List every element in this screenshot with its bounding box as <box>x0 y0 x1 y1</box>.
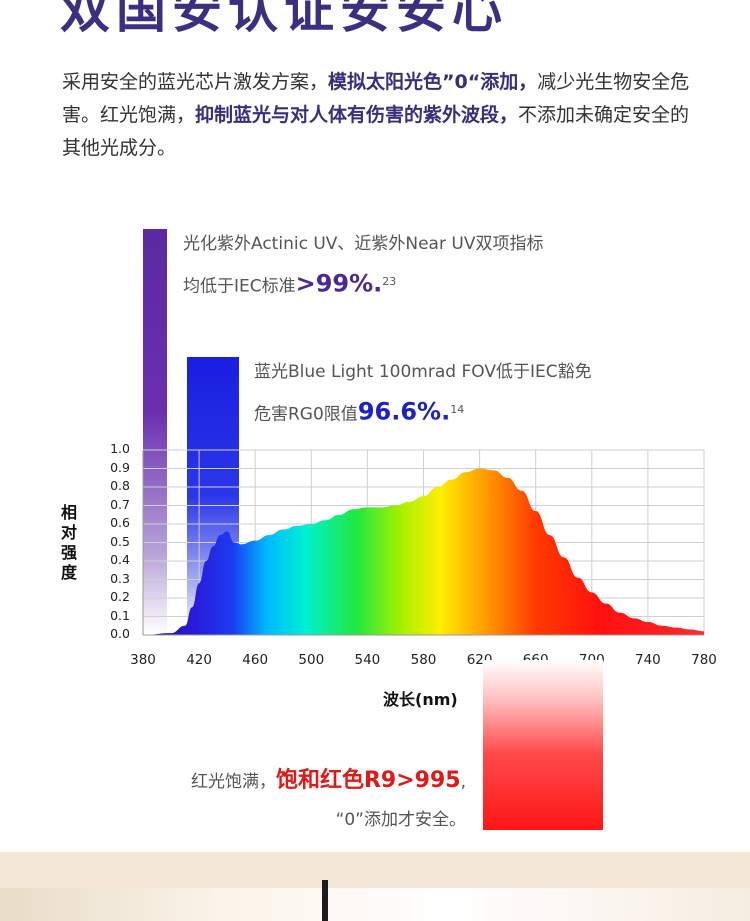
y-tick-label: 0.6 <box>110 515 130 530</box>
y-tick-label: 0.7 <box>110 496 130 512</box>
red-light-indicator-bar <box>483 660 603 830</box>
page-title: 双国安认证安安心 <box>60 0 508 39</box>
y-tick-label: 0.5 <box>110 533 130 549</box>
intro-text-2: 减少光生物安全危害。红光饱满， <box>62 71 690 126</box>
y-tick-label: 0.9 <box>110 459 130 475</box>
x-tick-label: 540 <box>354 652 381 668</box>
x-tick-label: 500 <box>298 652 325 668</box>
y-tick-label: 0.4 <box>110 552 130 567</box>
bottom-photo-shade <box>0 888 750 921</box>
spectrum-area <box>143 468 704 635</box>
y-tick-label: 0.2 <box>110 589 130 604</box>
intro-highlight-1: 模拟太阳光色”0“添加， <box>328 71 538 93</box>
chart-axes <box>142 450 704 636</box>
x-tick-label: 460 <box>242 652 269 668</box>
blue-annotation-line2: 危害RG0限值96.6%.14 <box>254 391 592 434</box>
red-annotation-line1: 红光饱满，饱和红色R9>995, <box>191 762 466 801</box>
red-light-annotation: 红光饱满，饱和红色R9>995, “0”添加才安全。 <box>191 762 466 839</box>
red-annotation-prefix: 红光饱满， <box>190 772 276 792</box>
intro-text-1: 采用安全的蓝光芯片激发方案， <box>62 71 329 93</box>
y-tick-label: 1.0 <box>110 441 130 456</box>
lamp-cable <box>322 880 328 921</box>
x-tick-label: 420 <box>186 652 212 668</box>
y-tick-label: 0.8 <box>110 478 130 493</box>
uv-indicator-bar <box>143 229 167 635</box>
red-annotation-line2: “0”添加才安全。 <box>335 810 466 830</box>
x-tick-label: 780 <box>691 652 717 668</box>
uv-annotation-prefix: 均低于IEC标准 <box>183 276 296 297</box>
uv-annotation-line1: 光化紫外Actinic UV、近紫外Near UV双项指标 <box>183 234 544 254</box>
blue-annotation-line1: 蓝光Blue Light 100mrad FOV低于IEC豁免 <box>254 362 592 382</box>
y-tick-label: 0.3 <box>110 570 130 586</box>
y-tick-label: 0.1 <box>110 607 130 623</box>
blue-annotation-footnote: 14 <box>450 403 465 416</box>
red-annotation-suffix: , <box>460 772 466 792</box>
blue-light-annotation: 蓝光Blue Light 100mrad FOV低于IEC豁免 危害RG0限值9… <box>254 354 592 434</box>
uv-annotation: 光化紫外Actinic UV、近紫外Near UV双项指标 均低于IEC标准>9… <box>183 226 543 306</box>
x-tick-label: 740 <box>635 652 661 668</box>
x-tick-label: 380 <box>130 652 156 668</box>
intro-text-3: 不添加未确定安全的其他光成分。 <box>62 104 690 159</box>
x-tick-label: 580 <box>410 652 437 668</box>
uv-annotation-value: >99%. <box>295 269 383 298</box>
x-axis-label: 波长(nm) <box>383 690 458 709</box>
blue-annotation-value: 96.6%. <box>357 397 451 426</box>
y-axis-label: 相对强度 <box>60 503 77 582</box>
intro-highlight-2: 抑制蓝光与对人体有伤害的紫外波段， <box>195 104 519 126</box>
uv-annotation-footnote: 23 <box>382 275 397 288</box>
intro-paragraph: 采用安全的蓝光芯片激发方案，模拟太阳光色”0“添加，减少光生物安全危害。红光饱满… <box>62 66 702 165</box>
y-tick-label: 0.0 <box>110 626 130 641</box>
uv-annotation-line2: 均低于IEC标准>99%.23 <box>183 263 543 306</box>
blue-annotation-prefix: 危害RG0限值 <box>254 404 358 425</box>
red-annotation-value: 饱和红色R9>995 <box>275 768 461 793</box>
